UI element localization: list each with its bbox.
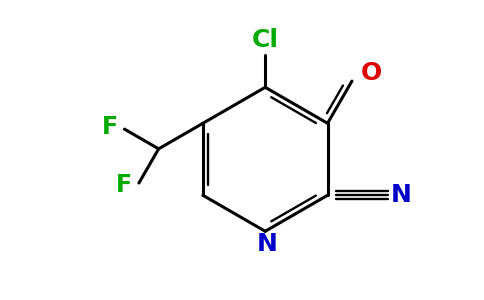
- Text: N: N: [391, 183, 411, 207]
- Text: F: F: [102, 115, 118, 139]
- Text: O: O: [361, 61, 382, 85]
- Text: N: N: [257, 232, 278, 256]
- Text: Cl: Cl: [252, 28, 279, 52]
- Text: F: F: [116, 173, 132, 197]
